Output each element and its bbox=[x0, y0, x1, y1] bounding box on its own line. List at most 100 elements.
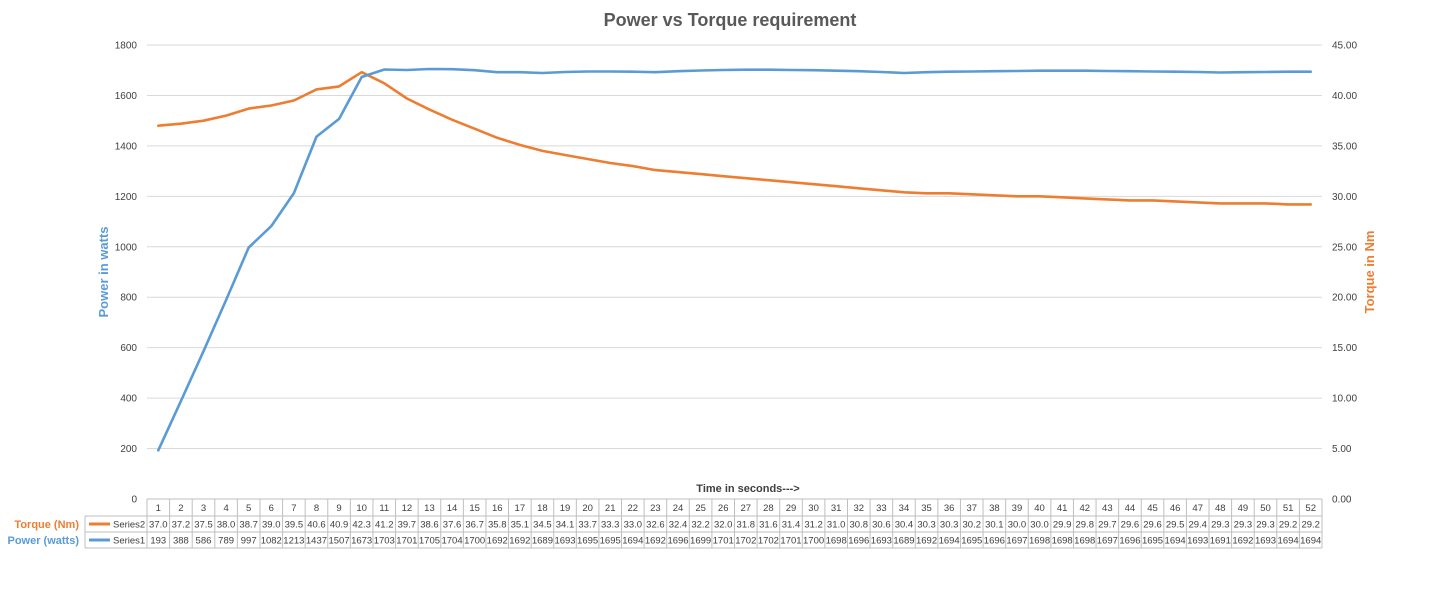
x-tick-label: 43 bbox=[1102, 503, 1113, 514]
table-cell: 1697 bbox=[1097, 536, 1118, 547]
x-tick-label: 39 bbox=[1012, 503, 1023, 514]
table-cell: 35.1 bbox=[511, 520, 530, 531]
x-tick-label: 47 bbox=[1192, 503, 1203, 514]
x-tick-label: 3 bbox=[201, 503, 206, 514]
x-tick-label: 24 bbox=[673, 503, 684, 514]
x-axis-title: Time in seconds---> bbox=[696, 483, 799, 495]
table-cell: 31.8 bbox=[737, 520, 756, 531]
y-right-tick-label: 25.00 bbox=[1332, 242, 1357, 253]
x-tick-label: 8 bbox=[314, 503, 319, 514]
x-tick-label: 26 bbox=[718, 503, 729, 514]
legend-key-label: Series1 bbox=[113, 536, 145, 547]
y-left-tick-label: 1800 bbox=[115, 41, 138, 52]
table-cell: 1694 bbox=[1278, 536, 1299, 547]
table-cell: 1700 bbox=[464, 536, 485, 547]
x-tick-label: 22 bbox=[628, 503, 639, 514]
x-tick-label: 21 bbox=[605, 503, 616, 514]
table-cell: 789 bbox=[218, 536, 234, 547]
y-left-tick-label: 400 bbox=[120, 394, 137, 405]
table-cell: 1702 bbox=[735, 536, 756, 547]
table-cell: 37.0 bbox=[149, 520, 168, 531]
x-tick-label: 37 bbox=[966, 503, 977, 514]
table-cell: 1082 bbox=[261, 536, 282, 547]
table-cell: 388 bbox=[173, 536, 189, 547]
table-cell: 37.6 bbox=[443, 520, 462, 531]
y-left-tick-label: 1200 bbox=[115, 192, 138, 203]
x-tick-label: 45 bbox=[1147, 503, 1158, 514]
table-cell: 29.3 bbox=[1256, 520, 1275, 531]
table-cell: 30.2 bbox=[963, 520, 982, 531]
x-tick-label: 34 bbox=[899, 503, 910, 514]
table-cell: 30.3 bbox=[917, 520, 936, 531]
table-cell: 1699 bbox=[690, 536, 711, 547]
x-tick-label: 5 bbox=[246, 503, 251, 514]
table-cell: 1698 bbox=[1029, 536, 1050, 547]
table-cell: 1696 bbox=[1119, 536, 1140, 547]
table-cell: 1694 bbox=[1165, 536, 1186, 547]
table-cell: 1689 bbox=[532, 536, 553, 547]
table-cell: 34.1 bbox=[556, 520, 575, 531]
table-cell: 37.5 bbox=[194, 520, 213, 531]
table-cell: 29.5 bbox=[1166, 520, 1185, 531]
table-cell: 39.7 bbox=[398, 520, 417, 531]
table-cell: 1695 bbox=[600, 536, 621, 547]
y-axis-left-title: Power in watts bbox=[96, 226, 111, 317]
table-cell: 29.4 bbox=[1188, 520, 1207, 531]
x-tick-label: 30 bbox=[808, 503, 819, 514]
x-tick-label: 23 bbox=[650, 503, 661, 514]
x-tick-label: 6 bbox=[269, 503, 274, 514]
y-left-tick-label: 600 bbox=[120, 343, 137, 354]
table-cell: 1692 bbox=[1232, 536, 1253, 547]
y-right-tick-label: 45.00 bbox=[1332, 41, 1357, 52]
x-tick-label: 33 bbox=[876, 503, 887, 514]
x-tick-label: 27 bbox=[741, 503, 752, 514]
table-cell: 33.3 bbox=[601, 520, 620, 531]
y-left-tick-label: 1600 bbox=[115, 91, 138, 102]
x-tick-label: 28 bbox=[763, 503, 774, 514]
x-tick-label: 14 bbox=[447, 503, 458, 514]
x-tick-label: 49 bbox=[1238, 503, 1249, 514]
table-cell: 1689 bbox=[893, 536, 914, 547]
x-tick-label: 48 bbox=[1215, 503, 1226, 514]
y-right-tick-label: 30.00 bbox=[1332, 192, 1357, 203]
table-cell: 35.8 bbox=[488, 520, 507, 531]
table-cell: 1695 bbox=[577, 536, 598, 547]
x-tick-label: 9 bbox=[336, 503, 341, 514]
x-tick-label: 40 bbox=[1034, 503, 1045, 514]
table-cell: 29.2 bbox=[1301, 520, 1320, 531]
table-cell: 30.0 bbox=[1030, 520, 1049, 531]
table-cell: 31.2 bbox=[804, 520, 823, 531]
x-tick-label: 31 bbox=[831, 503, 842, 514]
x-tick-label: 4 bbox=[223, 503, 228, 514]
table-cell: 34.5 bbox=[533, 520, 552, 531]
table-cell: 1696 bbox=[848, 536, 869, 547]
x-tick-label: 2 bbox=[178, 503, 183, 514]
x-tick-label: 19 bbox=[560, 503, 571, 514]
x-tick-label: 32 bbox=[853, 503, 864, 514]
table-cell: 1691 bbox=[1210, 536, 1231, 547]
y-right-tick-label: 5.00 bbox=[1332, 444, 1352, 455]
table-cell: 1507 bbox=[328, 536, 349, 547]
x-tick-label: 18 bbox=[537, 503, 548, 514]
table-cell: 31.0 bbox=[827, 520, 846, 531]
x-tick-label: 7 bbox=[291, 503, 296, 514]
table-cell: 32.6 bbox=[646, 520, 665, 531]
table-cell: 29.2 bbox=[1279, 520, 1298, 531]
table-cell: 32.4 bbox=[669, 520, 688, 531]
x-tick-label: 52 bbox=[1305, 503, 1316, 514]
table-cell: 1695 bbox=[1142, 536, 1163, 547]
x-tick-label: 11 bbox=[379, 503, 389, 514]
x-tick-label: 44 bbox=[1125, 503, 1136, 514]
table-cell: 1698 bbox=[826, 536, 847, 547]
table-cell: 30.1 bbox=[985, 520, 1004, 531]
x-tick-label: 29 bbox=[786, 503, 797, 514]
table-cell: 1692 bbox=[509, 536, 530, 547]
table-cell: 38.7 bbox=[239, 520, 258, 531]
table-cell: 1693 bbox=[1187, 536, 1208, 547]
x-tick-label: 16 bbox=[492, 503, 503, 514]
table-cell: 193 bbox=[150, 536, 166, 547]
table-cell: 31.4 bbox=[782, 520, 801, 531]
table-cell: 42.3 bbox=[352, 520, 371, 531]
x-tick-label: 20 bbox=[582, 503, 593, 514]
table-cell: 1700 bbox=[803, 536, 824, 547]
